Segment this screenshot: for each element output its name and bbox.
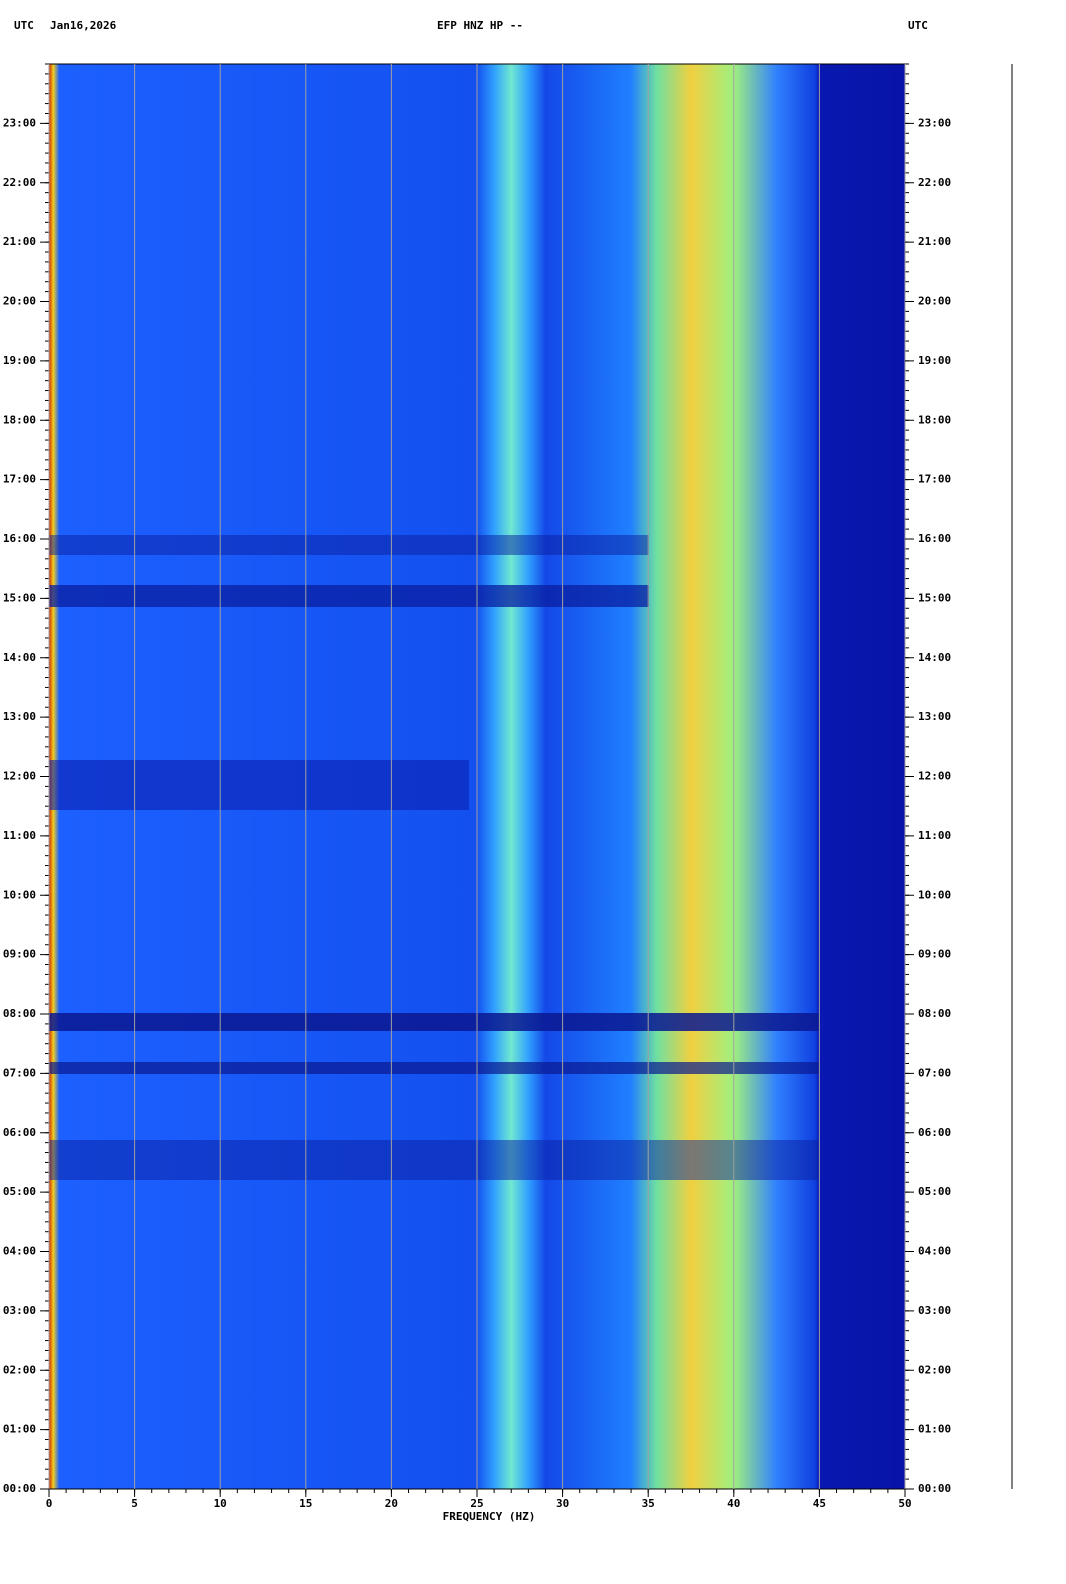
y-tick-label: 08:00 bbox=[918, 1007, 951, 1020]
y-tick-label: 18:00 bbox=[918, 413, 951, 426]
x-tick-label: 15 bbox=[299, 1497, 312, 1510]
y-tick-label: 09:00 bbox=[918, 948, 951, 961]
x-tick-label: 20 bbox=[385, 1497, 398, 1510]
chart-title: EFP HNZ HP -- bbox=[437, 19, 523, 32]
y-tick-label: 16:00 bbox=[918, 532, 951, 545]
y-tick-label: 22:00 bbox=[918, 176, 951, 189]
y-tick-label: 23:00 bbox=[918, 116, 951, 129]
y-tick-label: 19:00 bbox=[3, 354, 36, 367]
x-tick-label: 5 bbox=[131, 1497, 138, 1510]
dark-band bbox=[49, 585, 649, 607]
y-tick-label: 18:00 bbox=[3, 413, 36, 426]
y-tick-label: 04:00 bbox=[918, 1245, 951, 1258]
x-axis-label: FREQUENCY (HZ) bbox=[443, 1510, 536, 1523]
y-tick-label: 02:00 bbox=[3, 1363, 36, 1376]
y-tick-label: 17:00 bbox=[3, 473, 36, 486]
x-tick-label: 10 bbox=[214, 1497, 227, 1510]
y-tick-label: 06:00 bbox=[3, 1126, 36, 1139]
y-tick-label: 10:00 bbox=[918, 888, 951, 901]
y-tick-label: 13:00 bbox=[918, 710, 951, 723]
x-tick-label: 25 bbox=[470, 1497, 483, 1510]
x-tick-label: 50 bbox=[898, 1497, 911, 1510]
header-zone: UTC bbox=[908, 19, 928, 32]
y-tick-label: 20:00 bbox=[918, 295, 951, 308]
y-tick-label: 07:00 bbox=[918, 1066, 951, 1079]
y-tick-label: 17:00 bbox=[918, 473, 951, 486]
y-tick-label: 07:00 bbox=[3, 1066, 36, 1079]
y-tick-label: 04:00 bbox=[3, 1245, 36, 1258]
y-tick-label: 22:00 bbox=[3, 176, 36, 189]
y-tick-label: 08:00 bbox=[3, 1007, 36, 1020]
dark-band bbox=[49, 535, 649, 555]
y-tick-label: 11:00 bbox=[3, 829, 36, 842]
x-tick-label: 0 bbox=[46, 1497, 53, 1510]
y-tick-label: 01:00 bbox=[918, 1423, 951, 1436]
y-tick-label: 02:00 bbox=[918, 1363, 951, 1376]
y-tick-label: 21:00 bbox=[918, 235, 951, 248]
y-tick-label: 03:00 bbox=[3, 1304, 36, 1317]
y-tick-label: 19:00 bbox=[918, 354, 951, 367]
y-tick-label: 20:00 bbox=[3, 295, 36, 308]
y-tick-label: 14:00 bbox=[3, 651, 36, 664]
header-zone: UTC bbox=[14, 19, 34, 32]
y-tick-label: 15:00 bbox=[918, 591, 951, 604]
y-tick-label: 03:00 bbox=[918, 1304, 951, 1317]
y-tick-label: 05:00 bbox=[3, 1185, 36, 1198]
y-tick-label: 14:00 bbox=[918, 651, 951, 664]
y-tick-label: 15:00 bbox=[3, 591, 36, 604]
y-tick-label: 10:00 bbox=[3, 888, 36, 901]
x-tick-label: 40 bbox=[727, 1497, 740, 1510]
dark-band bbox=[49, 1062, 819, 1074]
x-tick-label: 35 bbox=[642, 1497, 655, 1510]
y-tick-label: 00:00 bbox=[3, 1482, 36, 1495]
y-tick-label: 11:00 bbox=[918, 829, 951, 842]
x-tick-label: 30 bbox=[556, 1497, 569, 1510]
x-tick-label: 45 bbox=[813, 1497, 826, 1510]
dark-band bbox=[49, 1013, 819, 1031]
y-tick-label: 13:00 bbox=[3, 710, 36, 723]
header-date: Jan16,2026 bbox=[50, 19, 117, 32]
y-tick-label: 00:00 bbox=[918, 1482, 951, 1495]
y-tick-label: 21:00 bbox=[3, 235, 36, 248]
dark-band bbox=[49, 760, 469, 810]
y-tick-label: 01:00 bbox=[3, 1423, 36, 1436]
y-tick-label: 09:00 bbox=[3, 948, 36, 961]
dark-band bbox=[49, 1140, 819, 1180]
y-tick-label: 23:00 bbox=[3, 116, 36, 129]
y-tick-label: 12:00 bbox=[3, 770, 36, 783]
y-tick-label: 05:00 bbox=[918, 1185, 951, 1198]
y-tick-label: 16:00 bbox=[3, 532, 36, 545]
y-tick-label: 06:00 bbox=[918, 1126, 951, 1139]
y-tick-label: 12:00 bbox=[918, 770, 951, 783]
